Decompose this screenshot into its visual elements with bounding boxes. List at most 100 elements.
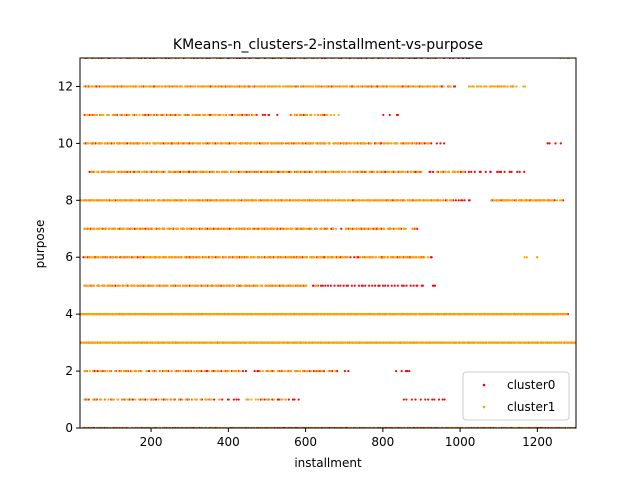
data-point (131, 227, 134, 230)
data-point (444, 170, 447, 173)
data-point (104, 142, 108, 145)
data-point (290, 199, 293, 202)
data-point (104, 369, 107, 373)
data-point (271, 142, 274, 145)
data-point (224, 170, 228, 173)
data-point (138, 256, 141, 259)
data-point (159, 369, 162, 373)
data-point (161, 256, 164, 259)
data-point (289, 256, 292, 259)
data-point (253, 256, 256, 259)
data-point (199, 284, 202, 287)
data-point (244, 170, 247, 173)
data-point (100, 398, 103, 401)
data-point (283, 256, 286, 259)
data-point (153, 256, 156, 259)
data-point (292, 284, 295, 287)
data-point (334, 369, 337, 373)
data-point (359, 170, 362, 173)
data-point (178, 170, 182, 173)
data-point (286, 369, 289, 373)
data-point (400, 284, 404, 287)
data-point (279, 369, 282, 373)
data-point (242, 85, 245, 88)
data-point (474, 341, 477, 344)
data-point (304, 313, 307, 316)
data-point (562, 341, 565, 344)
data-point (204, 113, 207, 117)
data-point (112, 170, 116, 173)
data-point (552, 199, 555, 202)
data-point (514, 341, 517, 344)
data-point (335, 170, 338, 173)
data-point (316, 284, 319, 287)
data-point (152, 113, 155, 117)
data-point (341, 256, 345, 259)
data-point (244, 85, 247, 88)
data-point (123, 369, 126, 373)
data-point (448, 199, 452, 202)
data-point (441, 398, 444, 401)
data-point (374, 313, 377, 316)
data-point (213, 85, 216, 88)
data-point (165, 369, 169, 373)
data-point (405, 369, 409, 373)
data-point (298, 113, 301, 117)
data-point (107, 113, 110, 117)
data-point (136, 199, 140, 202)
data-point (83, 227, 86, 230)
data-point (284, 284, 287, 287)
data-point (179, 113, 182, 117)
data-point (289, 284, 293, 287)
data-point (165, 85, 168, 88)
data-point (294, 199, 297, 202)
data-point (322, 199, 325, 202)
data-point (82, 256, 85, 259)
data-point (319, 170, 322, 173)
data-point (350, 142, 353, 145)
data-point (142, 227, 145, 230)
data-point (256, 142, 259, 145)
data-point (353, 85, 356, 88)
y-tick-label: 6 (65, 250, 73, 264)
data-point (265, 369, 268, 373)
data-point (88, 284, 91, 287)
data-point (318, 85, 322, 88)
data-point (411, 341, 414, 344)
data-point (144, 170, 147, 173)
data-point (313, 199, 316, 202)
data-point (301, 284, 304, 287)
data-point (337, 199, 341, 202)
data-point (124, 142, 127, 145)
data-point (204, 284, 208, 287)
data-point (226, 227, 229, 230)
data-point (453, 85, 457, 88)
data-point (438, 85, 442, 88)
data-point (268, 170, 272, 173)
data-point (158, 199, 161, 202)
data-point (492, 199, 496, 202)
data-point (397, 199, 400, 202)
data-point (87, 256, 90, 259)
data-point (229, 199, 232, 202)
data-point (344, 142, 347, 145)
data-point (112, 398, 116, 401)
data-point (102, 341, 105, 344)
data-point (288, 170, 291, 173)
data-point (200, 227, 203, 230)
data-point (136, 284, 139, 287)
data-point (133, 85, 136, 88)
data-point (283, 227, 286, 230)
data-point (273, 142, 276, 145)
data-point (472, 85, 475, 88)
data-point (189, 313, 193, 316)
data-point (410, 170, 413, 173)
data-point (190, 199, 193, 202)
data-point (352, 170, 355, 173)
data-point (162, 227, 166, 230)
data-point (180, 85, 183, 88)
data-point (231, 85, 234, 88)
data-point (281, 227, 284, 230)
data-point (178, 142, 182, 145)
data-point (222, 85, 226, 88)
